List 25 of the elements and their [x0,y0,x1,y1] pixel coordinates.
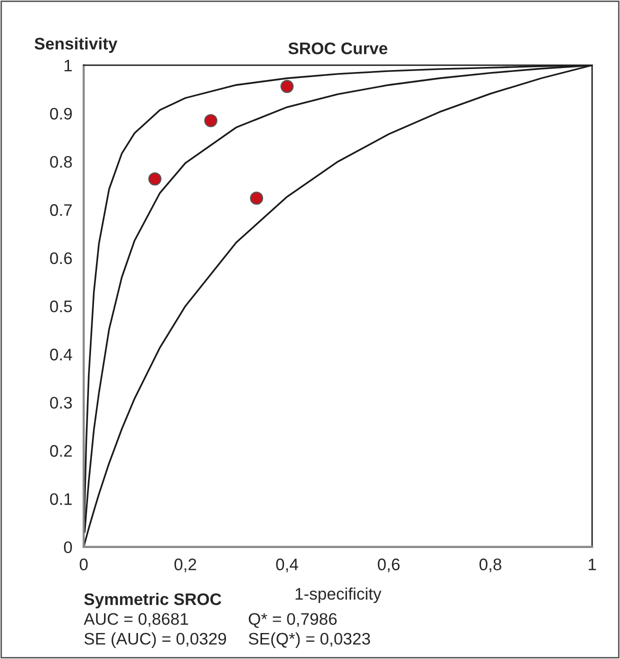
y-tick-label: 0.5 [50,300,72,312]
y-tick-label: 0.6 [50,252,72,264]
y-tick-label: 0.4 [50,348,72,360]
y-tick-label: 0.2 [50,445,72,457]
text: Q* = 0,7986 [248,613,337,628]
y-tick-label: 0.1 [50,493,72,505]
x-tick-label: 0,4 [276,558,298,572]
x-tick-label: 0 [80,558,88,570]
y-tick-label: 1 [64,60,72,72]
chart-title: SROC Curve [288,42,388,54]
y-tick-label: 0.3 [50,396,72,409]
text: Symmetric SROC [84,592,222,608]
x-tick-label: 0,2 [174,558,196,572]
text: SE(Q*) = 0,0323 [248,632,370,648]
y-tick-label: 0.7 [50,204,72,216]
y-tick-label: 0 [64,541,72,554]
y-tick-label: 0.8 [50,156,72,168]
x-tick-label: 0,8 [479,558,502,572]
y-axis-title: Sensitivity [34,37,118,53]
y-tick-label: 0.9 [50,108,72,120]
text: AUC = 0,8681 [84,613,188,627]
x-axis-title: 1-specificity [296,588,382,604]
x-tick-label: 1 [588,558,596,570]
x-tick-label: 0,6 [378,558,400,572]
text: SE (AUC) = 0,0329 [84,632,226,648]
